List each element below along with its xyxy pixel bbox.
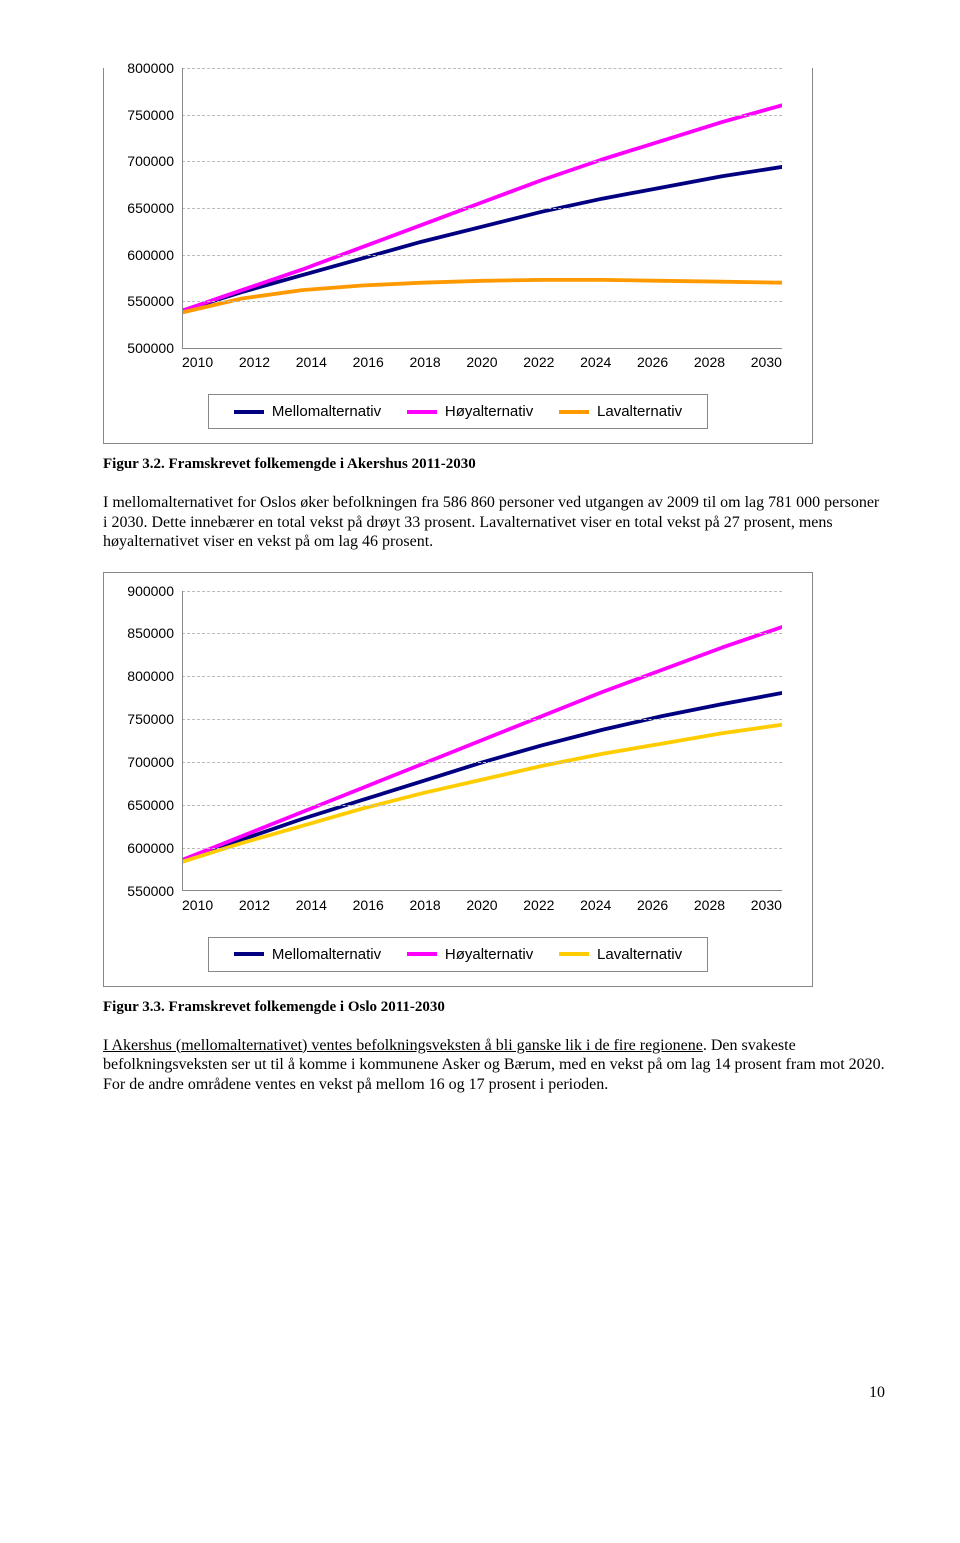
- x-axis-label: 2010: [182, 354, 213, 370]
- legend-label: Lavalternativ: [597, 946, 682, 963]
- y-axis-label: 550000: [127, 883, 174, 899]
- legend-swatch: [234, 952, 264, 956]
- x-axis-label: 2012: [239, 897, 270, 913]
- legend-item: Høyalternativ: [407, 403, 533, 420]
- y-axis-label: 650000: [127, 200, 174, 216]
- legend-swatch: [407, 952, 437, 956]
- legend-label: Høyalternativ: [445, 946, 533, 963]
- x-axis-label: 2018: [410, 897, 441, 913]
- x-axis-label: 2020: [466, 354, 497, 370]
- legend-item: Høyalternativ: [407, 946, 533, 963]
- y-axis-label: 600000: [127, 247, 174, 263]
- x-axis-label: 2020: [466, 897, 497, 913]
- x-axis-label: 2030: [751, 354, 782, 370]
- y-axis-label: 900000: [127, 583, 174, 599]
- legend-item: Lavalternativ: [559, 403, 682, 420]
- y-axis-label: 800000: [127, 668, 174, 684]
- x-axis-label: 2028: [694, 897, 725, 913]
- x-axis-label: 2018: [410, 354, 441, 370]
- page-number: 10: [103, 1384, 885, 1402]
- x-axis-label: 2024: [580, 354, 611, 370]
- paragraph-1: I mellomalternativet for Oslos øker befo…: [103, 493, 885, 552]
- series-lavalternativ: [182, 724, 782, 861]
- y-axis-label: 500000: [127, 340, 174, 356]
- y-axis-label: 750000: [127, 711, 174, 727]
- legend-swatch: [234, 410, 264, 414]
- legend-item: Mellomalternativ: [234, 946, 381, 963]
- chart-oslo: 550000 600000 650000 700000 750000 800000 8500…: [103, 572, 813, 987]
- series-høyalternativ: [182, 627, 782, 860]
- x-axis-label: 2010: [182, 897, 213, 913]
- x-axis-label: 2028: [694, 354, 725, 370]
- legend-chart2: Mellomalternativ Høyalternativ Lavalternat…: [208, 937, 708, 972]
- legend-swatch: [407, 410, 437, 414]
- x-axis-label: 2026: [637, 897, 668, 913]
- legend-label: Mellomalternativ: [272, 946, 381, 963]
- x-axis-label: 2026: [637, 354, 668, 370]
- legend-swatch: [559, 410, 589, 414]
- legend-label: Mellomalternativ: [272, 403, 381, 420]
- y-axis-label: 800000: [127, 60, 174, 76]
- x-axis-label: 2016: [353, 897, 384, 913]
- figure-caption-3-3: Figur 3.3. Framskrevet folkemengde i Osl…: [103, 999, 885, 1016]
- y-axis-label: 600000: [127, 840, 174, 856]
- x-axis-label: 2014: [296, 354, 327, 370]
- x-axis-label: 2014: [296, 897, 327, 913]
- chart-akershus: 5000005500006000006500007000007500008000…: [103, 68, 813, 444]
- legend-item: Lavalternativ: [559, 946, 682, 963]
- figure-caption-3-2: Figur 3.2. Framskrevet folkemengde i Ake…: [103, 456, 885, 473]
- x-axis-label: 2022: [523, 897, 554, 913]
- series-mellomalternativ: [182, 167, 782, 311]
- legend-label: Høyalternativ: [445, 403, 533, 420]
- legend-label: Lavalternativ: [597, 403, 682, 420]
- legend-swatch: [559, 952, 589, 956]
- y-axis-label: 750000: [127, 107, 174, 123]
- y-axis-label: 650000: [127, 797, 174, 813]
- y-axis-label: 700000: [127, 153, 174, 169]
- x-axis-label: 2016: [353, 354, 384, 370]
- y-axis-label: 700000: [127, 754, 174, 770]
- y-axis-label: 550000: [127, 293, 174, 309]
- x-axis-label: 2022: [523, 354, 554, 370]
- x-axis-label: 2030: [751, 897, 782, 913]
- paragraph-2: I Akershus (mellomalternativet) ventes b…: [103, 1036, 885, 1095]
- legend-chart1: Mellomalternativ Høyalternativ Lavalternat…: [208, 394, 708, 429]
- x-axis-label: 2024: [580, 897, 611, 913]
- underlined-text: I Akershus (mellomalternativet) ventes b…: [103, 1037, 703, 1054]
- legend-item: Mellomalternativ: [234, 403, 381, 420]
- x-axis-label: 2012: [239, 354, 270, 370]
- y-axis-label: 850000: [127, 625, 174, 641]
